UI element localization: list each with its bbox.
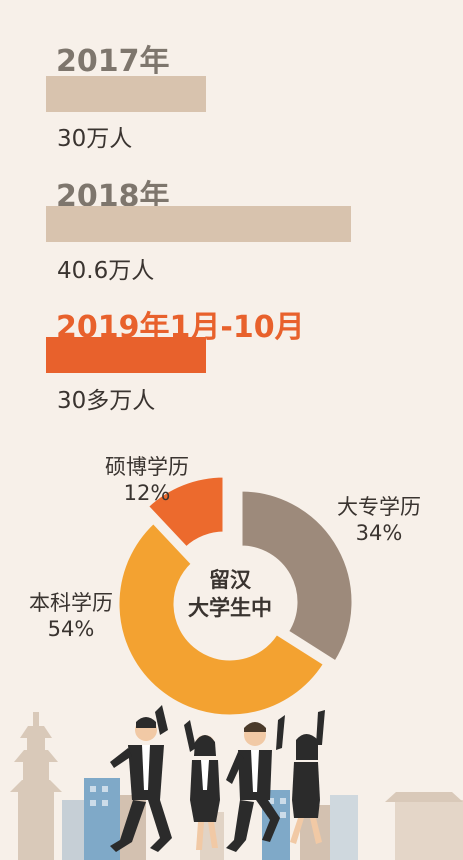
donut-slice-0	[239, 488, 355, 665]
cheering-people-cityscape-icon	[10, 705, 463, 860]
donut-slice-1	[116, 520, 327, 718]
donut-slices	[116, 474, 355, 718]
donut-slice-2	[145, 474, 226, 551]
pie-label-benke-value: 54%	[47, 617, 95, 641]
value-label-2017: 30万人	[57, 126, 133, 152]
donut-center-label: 留汉 大学生中	[170, 566, 290, 622]
pie-label-dazhuan: 大专学历 34%	[320, 494, 438, 546]
pie-label-shuobo-value: 12%	[123, 481, 171, 505]
center-label-line-1: 留汉	[209, 568, 251, 592]
bar-2018	[46, 206, 351, 242]
pie-label-dazhuan-name: 大专学历	[337, 495, 421, 519]
pie-label-benke: 本科学历 54%	[12, 590, 130, 642]
pie-label-dazhuan-value: 34%	[355, 521, 403, 545]
year-label-2017: 2017年	[56, 44, 170, 79]
pie-label-shuobo: 硕博学历 12%	[88, 454, 206, 506]
value-label-2019: 30多万人	[57, 388, 156, 414]
bar-2019	[46, 337, 206, 373]
pie-label-shuobo-name: 硕博学历	[105, 455, 189, 479]
bar-2017	[46, 76, 206, 112]
center-label-line-2: 大学生中	[188, 596, 272, 620]
value-label-2018: 40.6万人	[57, 258, 155, 284]
pie-label-benke-name: 本科学历	[29, 591, 113, 615]
